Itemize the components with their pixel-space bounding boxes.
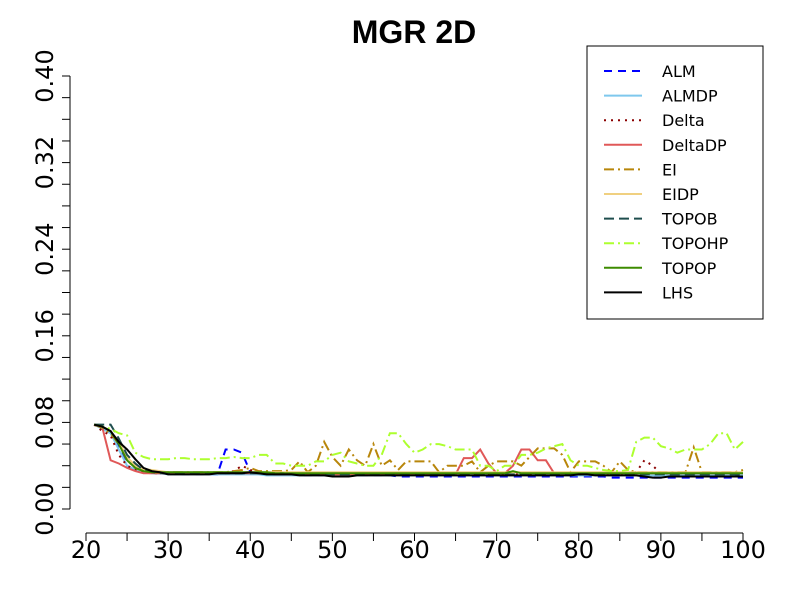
legend-label-topob: TOPOB (661, 210, 718, 229)
series-line-ei (93, 423, 744, 475)
legend-label-deltadp: DeltaDP (662, 136, 727, 155)
y-tick-label: 0.08 (31, 396, 59, 449)
chart-title: MGR 2D (352, 14, 476, 50)
axes: 20 30 40 50 60 70 80 90 100 0.00 0.08 0.16 0.24 0.32 0… (31, 49, 766, 564)
series-line-topop (93, 423, 743, 475)
series-line-almdp (93, 423, 743, 477)
x-tick-label: 80 (563, 536, 594, 564)
x-tick-label: 50 (317, 536, 348, 564)
x-tick-label: 90 (646, 536, 677, 564)
x-tick-label: 70 (481, 536, 512, 564)
series-line-eidp (93, 423, 743, 474)
y-tick-label: 0.16 (31, 309, 59, 362)
x-tick-label: 30 (153, 536, 184, 564)
y-tick-label: 0.40 (31, 49, 59, 102)
series-line-deltadp (93, 423, 743, 476)
legend-box (586, 45, 764, 320)
x-tick-label: 100 (720, 536, 766, 564)
series-line-delta (93, 423, 743, 476)
legend-label-lhs: LHS (662, 283, 693, 302)
x-tick-label: 40 (235, 536, 266, 564)
legend-label-alm: ALM (662, 62, 696, 81)
series-line-topob (94, 423, 744, 477)
legend-label-topop: TOPOP (661, 259, 717, 278)
legend-label-delta: Delta (662, 111, 705, 130)
legend-label-eidp: EIDP (662, 185, 699, 204)
legend-label-almdp: ALMDP (662, 87, 718, 106)
legend-label-ei: EI (662, 160, 677, 179)
legend-label-topohp: TOPOHP (661, 234, 729, 253)
series-line-lhs (93, 423, 743, 479)
series-layer (93, 423, 744, 479)
series-line-topohp (93, 423, 744, 473)
y-tick-label: 0.24 (31, 222, 59, 275)
legend: ALM ALMDP Delta DeltaDP EI EIDP TOPOB TOPOHP TOP… (586, 45, 764, 320)
x-tick-label: 20 (71, 536, 102, 564)
x-tick-label: 60 (399, 536, 430, 564)
y-tick-label: 0.32 (31, 136, 59, 189)
y-tick-label: 0.00 (31, 482, 59, 535)
